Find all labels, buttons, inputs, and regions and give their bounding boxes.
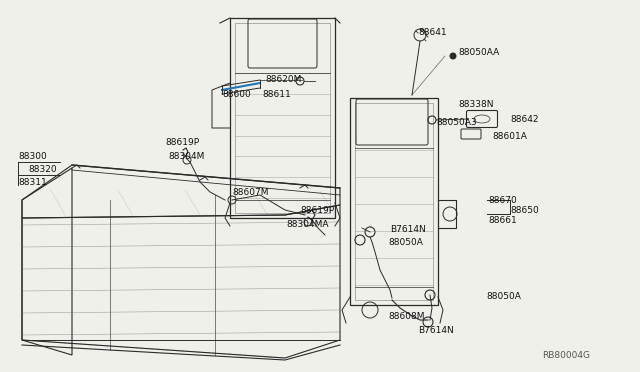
Text: B7614N: B7614N	[390, 225, 426, 234]
Text: 88304M: 88304M	[168, 152, 204, 161]
Text: 88338N: 88338N	[458, 100, 493, 109]
Text: 88608M: 88608M	[388, 312, 424, 321]
Text: 88607M: 88607M	[232, 188, 269, 197]
Text: 88300: 88300	[18, 152, 47, 161]
Text: 88311: 88311	[18, 178, 47, 187]
Text: 88641: 88641	[418, 28, 447, 37]
Text: 88050A: 88050A	[388, 238, 423, 247]
Circle shape	[449, 52, 456, 60]
Text: RB80004G: RB80004G	[542, 351, 590, 360]
Text: 88642: 88642	[510, 115, 538, 124]
Text: 88050A3: 88050A3	[436, 118, 477, 127]
Text: 88661: 88661	[488, 216, 516, 225]
Text: 88670: 88670	[488, 196, 516, 205]
Text: 88050AA: 88050AA	[458, 48, 499, 57]
Text: 88601A: 88601A	[492, 132, 527, 141]
Text: 88619P: 88619P	[300, 206, 334, 215]
Text: 88304MA: 88304MA	[286, 220, 328, 229]
Text: 88600: 88600	[222, 90, 251, 99]
Text: 88050A: 88050A	[486, 292, 521, 301]
Text: 88320: 88320	[28, 165, 56, 174]
Text: 88619P: 88619P	[165, 138, 199, 147]
Text: 88611: 88611	[262, 90, 291, 99]
Text: 88650: 88650	[510, 206, 539, 215]
Text: B7614N: B7614N	[418, 326, 454, 335]
Text: 88620M: 88620M	[265, 75, 301, 84]
